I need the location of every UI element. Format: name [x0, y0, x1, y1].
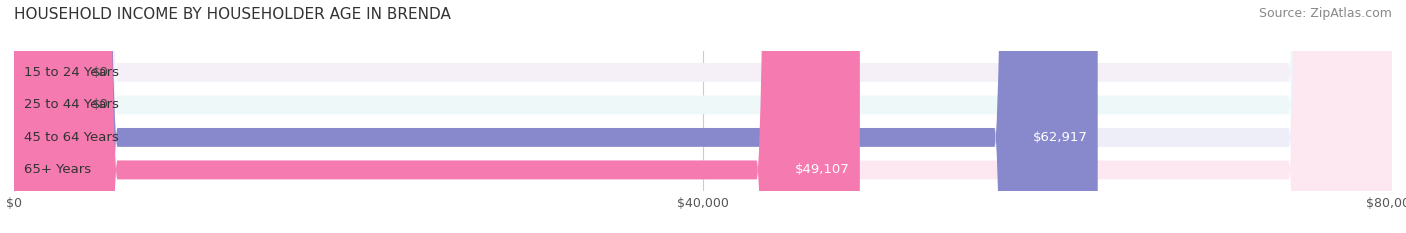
FancyBboxPatch shape [14, 0, 1392, 233]
FancyBboxPatch shape [14, 0, 860, 233]
Text: HOUSEHOLD INCOME BY HOUSEHOLDER AGE IN BRENDA: HOUSEHOLD INCOME BY HOUSEHOLDER AGE IN B… [14, 7, 451, 22]
Text: $49,107: $49,107 [794, 163, 849, 176]
FancyBboxPatch shape [14, 0, 1098, 233]
Text: 15 to 24 Years: 15 to 24 Years [24, 66, 120, 79]
FancyBboxPatch shape [14, 0, 1392, 233]
FancyBboxPatch shape [14, 0, 1392, 233]
Text: 25 to 44 Years: 25 to 44 Years [24, 98, 120, 111]
Text: 45 to 64 Years: 45 to 64 Years [24, 131, 120, 144]
FancyBboxPatch shape [14, 0, 1392, 233]
Text: Source: ZipAtlas.com: Source: ZipAtlas.com [1258, 7, 1392, 20]
Text: 65+ Years: 65+ Years [24, 163, 91, 176]
Text: $0: $0 [91, 98, 108, 111]
Text: $0: $0 [91, 66, 108, 79]
Text: $62,917: $62,917 [1032, 131, 1087, 144]
